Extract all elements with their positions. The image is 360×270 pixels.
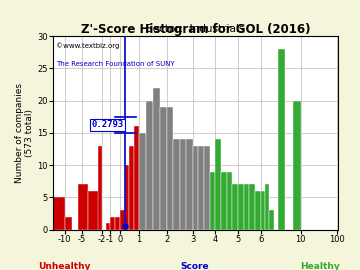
Bar: [146, 101, 153, 230]
Bar: [65, 217, 72, 230]
Title: Z'-Score Histogram for GOL (2016): Z'-Score Histogram for GOL (2016): [81, 23, 310, 36]
Bar: [204, 146, 210, 230]
Bar: [233, 184, 238, 230]
Bar: [174, 139, 180, 230]
Text: Unhealthy: Unhealthy: [39, 262, 91, 270]
Bar: [293, 101, 301, 230]
Bar: [167, 107, 174, 230]
Bar: [160, 107, 167, 230]
Text: Healthy: Healthy: [301, 262, 340, 270]
Bar: [125, 165, 129, 230]
Bar: [210, 171, 215, 230]
Text: 0.2793: 0.2793: [92, 120, 124, 129]
Bar: [238, 184, 244, 230]
Text: ©www.textbiz.org: ©www.textbiz.org: [56, 42, 120, 49]
Bar: [129, 146, 134, 230]
Bar: [261, 191, 265, 230]
Bar: [265, 184, 269, 230]
Bar: [215, 139, 221, 230]
Bar: [244, 184, 249, 230]
Bar: [139, 133, 146, 230]
Bar: [53, 197, 65, 230]
Y-axis label: Number of companies
(573 total): Number of companies (573 total): [15, 83, 35, 183]
Bar: [227, 171, 233, 230]
Bar: [153, 88, 160, 230]
Bar: [110, 217, 115, 230]
Bar: [134, 126, 139, 230]
Bar: [106, 223, 110, 230]
Bar: [115, 217, 120, 230]
Text: The Research Foundation of SUNY: The Research Foundation of SUNY: [56, 61, 175, 67]
Bar: [120, 210, 125, 230]
Bar: [249, 184, 255, 230]
Text: Score: Score: [180, 262, 209, 270]
Bar: [255, 191, 261, 230]
Bar: [89, 191, 102, 230]
Text: Sector:  Industrials: Sector: Industrials: [146, 24, 245, 34]
Bar: [78, 184, 89, 230]
Bar: [98, 146, 102, 230]
Bar: [193, 146, 198, 230]
Bar: [269, 210, 274, 230]
Bar: [180, 139, 186, 230]
Bar: [198, 146, 204, 230]
Bar: [221, 171, 227, 230]
Bar: [186, 139, 193, 230]
Bar: [278, 49, 285, 230]
